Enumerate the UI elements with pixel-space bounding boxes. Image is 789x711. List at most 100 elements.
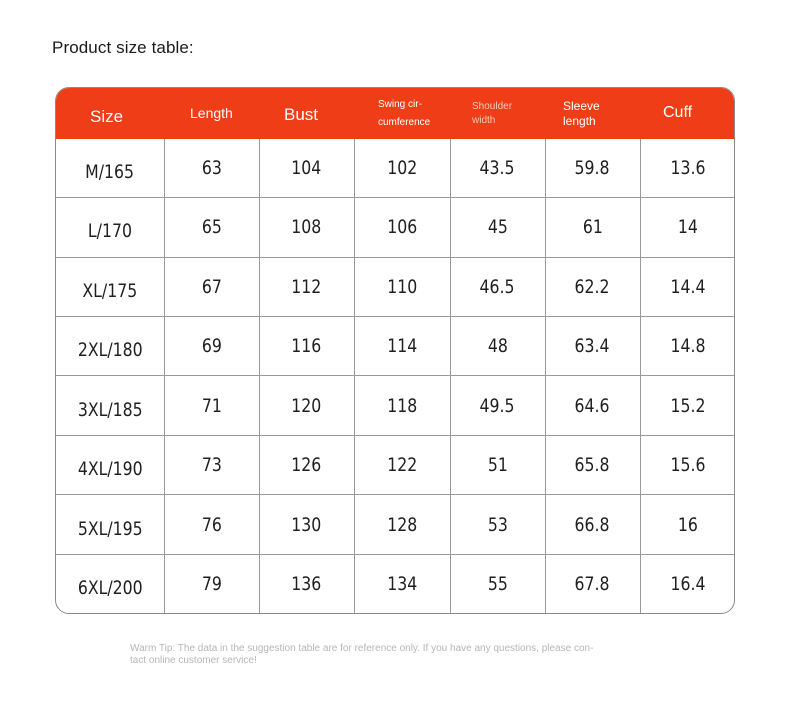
- swing-cell: 114: [354, 315, 451, 376]
- cell-value: 128: [386, 513, 418, 536]
- sleeve-cell: 66.8: [545, 494, 641, 555]
- size-cell: 3XL/185: [56, 375, 165, 436]
- warm-tip-line1: Warm Tip: The data in the suggestion tab…: [130, 643, 594, 654]
- cell-value: 3XL/185: [77, 398, 143, 421]
- page-title: Product size table:: [52, 38, 194, 57]
- cell-value: 15.2: [670, 394, 706, 417]
- cell-value: 67.8: [574, 572, 610, 595]
- size-table-body: M/165 63 104 102 43.5 59.8 13.6 L/170 65…: [56, 139, 734, 613]
- cell-value: 108: [291, 216, 322, 239]
- cell-value: 112: [291, 275, 322, 298]
- cell-value: 62.2: [574, 275, 610, 298]
- cell-value: 136: [291, 572, 322, 595]
- size-cell: 5XL/195: [56, 494, 165, 555]
- cell-value: 53: [487, 513, 508, 536]
- cell-value: 59.8: [574, 157, 610, 179]
- size-cell: 4XL/190: [56, 434, 165, 495]
- cell-value: 45: [487, 216, 508, 239]
- table-row: 2XL/180 69 116 114 48 63.4 14.8: [56, 315, 734, 376]
- cell-value: 6XL/200: [77, 576, 143, 599]
- header-size-label: Size: [90, 106, 124, 126]
- cell-value: 106: [386, 216, 418, 239]
- shoulder-cell: 55: [450, 553, 546, 613]
- shoulder-cell: 48: [450, 315, 546, 376]
- cell-value: 69: [201, 335, 222, 358]
- header-cuff: Cuff: [640, 88, 734, 139]
- cell-value: 64.6: [574, 394, 610, 417]
- header-size: Size: [56, 88, 164, 139]
- length-cell: 79: [164, 553, 260, 613]
- table-row: L/170 65 108 106 45 61 14: [56, 197, 734, 257]
- cell-value: 2XL/180: [77, 339, 143, 362]
- length-cell: 69: [164, 315, 260, 376]
- table-row: 3XL/185 71 120 118 49.5 64.6 15.2: [56, 375, 734, 436]
- cell-value: 51: [487, 454, 508, 477]
- header-sleeve-length: Sleeve length: [545, 88, 640, 139]
- cell-value: 71: [201, 394, 222, 417]
- cell-value: 16.4: [670, 572, 706, 595]
- cell-value: 65: [201, 216, 222, 239]
- table-row: M/165 63 104 102 43.5 59.8 13.6: [56, 139, 734, 198]
- length-cell: 71: [164, 375, 260, 436]
- cell-value: 110: [386, 275, 418, 298]
- cell-value: 14.8: [670, 335, 706, 358]
- swing-cell: 102: [354, 139, 451, 198]
- bust-cell: 126: [259, 434, 355, 495]
- cuff-cell: 16: [640, 494, 734, 555]
- cell-value: 66.8: [574, 513, 610, 536]
- header-swing-circumference: Swing cir- cumference: [354, 88, 450, 139]
- header-sleeve-line1: Sleeve: [563, 98, 600, 113]
- cell-value: 120: [291, 394, 322, 417]
- header-bust: Bust: [259, 88, 354, 139]
- sleeve-cell: 65.8: [545, 434, 641, 495]
- swing-cell: 118: [354, 375, 451, 436]
- swing-cell: 128: [354, 494, 451, 555]
- sleeve-cell: 64.6: [545, 375, 641, 436]
- cell-value: 46.5: [479, 275, 515, 298]
- cell-value: 102: [386, 157, 418, 179]
- cell-value: 126: [291, 454, 322, 477]
- size-table-container: Size Length Bust Swing cir- cumference S…: [55, 87, 735, 614]
- header-length-label: Length: [190, 104, 233, 121]
- header-row: Size Length Bust Swing cir- cumference S…: [56, 88, 734, 139]
- cell-value: L/170: [87, 220, 132, 243]
- header-shoulder-line2: width: [472, 114, 496, 126]
- warm-tip-note: Warm Tip: The data in the suggestion tab…: [130, 643, 650, 667]
- header-length: Length: [164, 88, 259, 139]
- size-cell: L/170: [56, 197, 165, 257]
- size-cell: 6XL/200: [56, 553, 165, 613]
- bust-cell: 120: [259, 375, 355, 436]
- bust-cell: 104: [259, 139, 355, 198]
- cell-value: 13.6: [670, 157, 706, 179]
- shoulder-cell: 45: [450, 197, 546, 257]
- cell-value: 14.4: [670, 275, 706, 298]
- cell-value: XL/175: [82, 279, 138, 302]
- header-swing-line2: cumference: [378, 116, 431, 128]
- sleeve-cell: 63.4: [545, 315, 641, 376]
- sleeve-cell: 67.8: [545, 553, 641, 613]
- cell-value: 114: [386, 335, 418, 358]
- size-table: Size Length Bust Swing cir- cumference S…: [56, 88, 734, 613]
- header-swing-line1: Swing cir-: [378, 98, 422, 110]
- table-row: 4XL/190 73 126 122 51 65.8 15.6: [56, 434, 734, 495]
- bust-cell: 112: [259, 256, 355, 317]
- header-cuff-label: Cuff: [663, 103, 693, 121]
- swing-cell: 134: [354, 553, 451, 613]
- cell-value: 76: [201, 513, 222, 536]
- cell-value: 15.6: [670, 454, 706, 477]
- header-shoulder-line1: Shoulder: [472, 100, 513, 112]
- bust-cell: 130: [259, 494, 355, 555]
- bust-cell: 108: [259, 197, 355, 257]
- swing-cell: 122: [354, 434, 451, 495]
- length-cell: 76: [164, 494, 260, 555]
- cell-value: 65.8: [574, 454, 610, 477]
- shoulder-cell: 49.5: [450, 375, 546, 436]
- cell-value: 134: [386, 572, 418, 595]
- length-cell: 63: [164, 139, 260, 198]
- cell-value: 14: [678, 216, 699, 239]
- header-sleeve-line2: length: [563, 113, 596, 128]
- size-cell: XL/175: [56, 256, 165, 317]
- shoulder-cell: 53: [450, 494, 546, 555]
- sleeve-cell: 59.8: [545, 139, 641, 198]
- cell-value: 4XL/190: [77, 458, 143, 481]
